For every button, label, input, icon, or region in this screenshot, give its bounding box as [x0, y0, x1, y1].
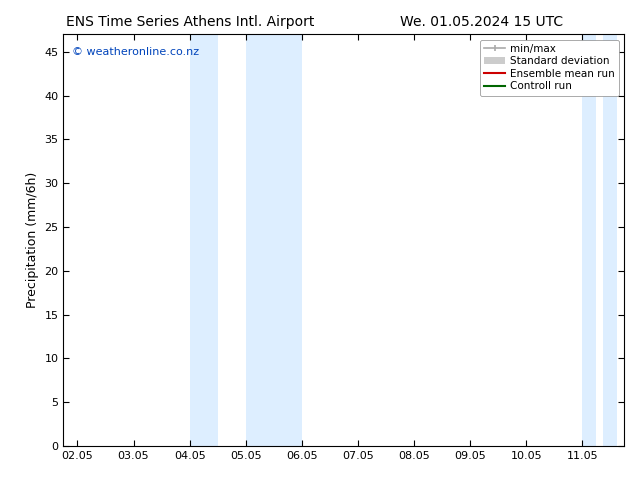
Bar: [246, 34, 302, 446]
Text: ENS Time Series Athens Intl. Airport: ENS Time Series Athens Intl. Airport: [66, 15, 314, 29]
Bar: [190, 34, 217, 446]
Bar: [583, 34, 597, 446]
Legend: min/max, Standard deviation, Ensemble mean run, Controll run: min/max, Standard deviation, Ensemble me…: [480, 40, 619, 96]
Text: © weatheronline.co.nz: © weatheronline.co.nz: [72, 47, 199, 57]
Bar: [604, 34, 618, 446]
Text: We. 01.05.2024 15 UTC: We. 01.05.2024 15 UTC: [400, 15, 564, 29]
Y-axis label: Precipitation (mm/6h): Precipitation (mm/6h): [26, 172, 39, 308]
